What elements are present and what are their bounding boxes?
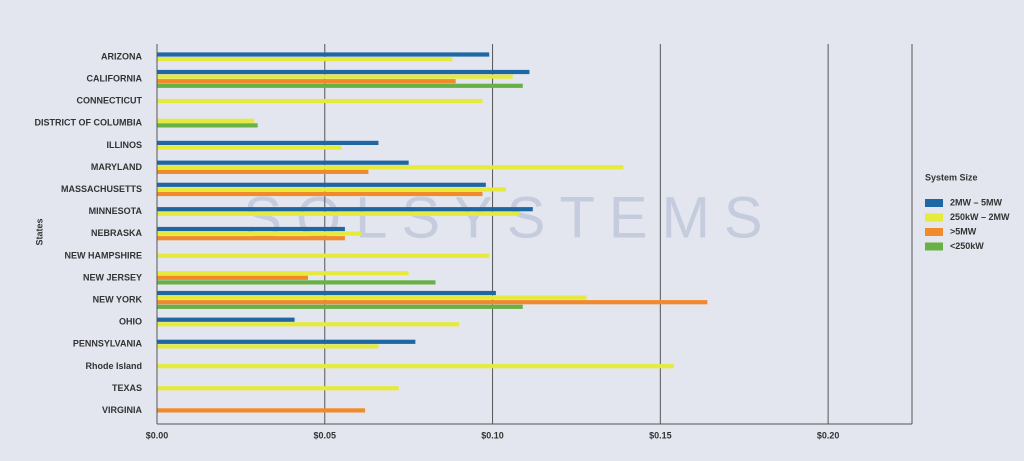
bar xyxy=(157,123,258,128)
bar xyxy=(157,211,520,216)
legend-label: 2MW – 5MW xyxy=(950,197,1003,207)
y-tick-label: CONNECTICUT xyxy=(77,96,143,106)
x-tick-label: $0.10 xyxy=(481,430,504,440)
y-axis-label: States xyxy=(34,218,44,245)
bar xyxy=(157,304,523,309)
x-tick-label: $0.15 xyxy=(649,430,672,440)
y-tick-label: MARYLAND xyxy=(91,162,143,172)
y-tick-label: NEW JERSEY xyxy=(83,272,142,282)
bar xyxy=(157,386,399,391)
bar xyxy=(157,275,308,280)
bar xyxy=(157,182,486,187)
bar xyxy=(157,118,255,123)
y-tick-label: VIRGINIA xyxy=(102,405,143,415)
x-tick-label: $0.05 xyxy=(314,430,337,440)
bar xyxy=(157,187,506,192)
bar xyxy=(157,191,483,197)
legend-label: >5MW xyxy=(950,226,977,236)
legend-swatch xyxy=(925,228,943,236)
bar xyxy=(157,169,369,174)
y-tick-label: CALIFORNIA xyxy=(87,73,143,83)
x-tick-label: $0.20 xyxy=(817,430,840,440)
y-tick-label: DISTRICT OF COLUMBIA xyxy=(35,118,143,128)
bar xyxy=(157,79,456,84)
y-tick-label: TEXAS xyxy=(112,383,142,393)
y-tick-label: NEW HAMPSHIRE xyxy=(64,250,142,260)
bar xyxy=(157,140,379,145)
bar xyxy=(157,74,513,79)
y-tick-label: ILLINOS xyxy=(107,140,143,150)
bar xyxy=(157,253,490,258)
y-tick-label: PENNSYLVANIA xyxy=(73,339,143,349)
bar xyxy=(157,317,295,322)
bar xyxy=(157,226,345,232)
bar xyxy=(157,165,624,170)
y-tick-label: NEW YORK xyxy=(93,294,143,304)
bar xyxy=(157,364,674,369)
y-tick-label: ARIZONA xyxy=(101,51,142,61)
legend-label: 250kW – 2MW xyxy=(950,212,1010,222)
bar xyxy=(157,236,345,241)
bar xyxy=(157,344,379,349)
legend-title: System Size xyxy=(925,172,978,182)
bar xyxy=(157,69,530,75)
bar xyxy=(157,300,708,305)
legend-swatch xyxy=(925,242,943,251)
y-tick-label: MASSACHUSETTS xyxy=(61,184,142,194)
bar xyxy=(157,295,587,300)
bar xyxy=(157,98,483,104)
y-tick-label: NEBRASKA xyxy=(91,228,143,238)
bar xyxy=(157,57,453,62)
y-tick-label: OHIO xyxy=(119,317,142,327)
y-tick-label: Rhode Island xyxy=(85,361,142,371)
bar xyxy=(157,83,523,88)
legend-swatch xyxy=(925,213,943,222)
legend-swatch xyxy=(925,199,943,207)
x-tick-label: $0.00 xyxy=(146,430,169,440)
y-tick-label: MINNESOTA xyxy=(89,206,143,216)
bar xyxy=(157,339,416,344)
bar xyxy=(157,52,490,57)
bar xyxy=(157,271,409,276)
bar xyxy=(157,145,342,150)
bar xyxy=(157,408,366,413)
bar xyxy=(157,322,459,327)
bar xyxy=(157,207,533,212)
bar xyxy=(157,160,409,165)
bar xyxy=(157,280,436,285)
bar xyxy=(157,290,496,296)
legend-label: <250kW xyxy=(950,241,984,251)
bar xyxy=(157,231,362,236)
